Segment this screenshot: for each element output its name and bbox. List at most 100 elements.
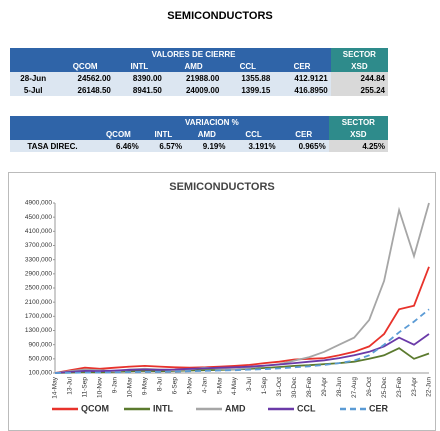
cell: 1355.88: [222, 72, 274, 84]
series-line: [54, 202, 430, 374]
cell: 6.57%: [141, 140, 186, 152]
x-tick-label: 10-Nov: [97, 376, 104, 398]
y-tick-label: 3700,000: [25, 242, 52, 249]
sector-header: SECTOR: [330, 48, 388, 60]
x-tick-label: 9-May: [141, 376, 148, 395]
x-tick-label: 4-Jan: [201, 377, 208, 394]
y-tick-label: 2500,000: [25, 285, 52, 292]
cell: [10, 116, 96, 128]
column-header: XSD: [330, 60, 388, 72]
x-tick-label: 11-Sep: [82, 377, 89, 398]
y-tick-label: 4100,000: [25, 228, 52, 235]
table: VARIACION % SECTOR QCOM INTL AMD CCL CER XSD TAS…: [10, 116, 388, 152]
y-tick-label: 2100,000: [25, 299, 52, 306]
column-header: CER: [278, 128, 329, 140]
cell: 9.19%: [185, 140, 229, 152]
column-header: CER: [273, 60, 331, 72]
cell: 28-Jun: [10, 72, 57, 84]
cell: 26148.50: [56, 84, 114, 96]
header-row: VARIACION % SECTOR: [10, 116, 388, 128]
cell: TASA DIREC.: [10, 140, 96, 152]
y-tick-label: 4500,000: [25, 214, 52, 221]
table: VALORES DE CIERRE SECTOR QCOM INTL AMD CCL CER…: [10, 48, 388, 96]
group-header: VALORES DE CIERRE: [56, 48, 331, 60]
chart-title: SEMICONDUCTORS: [169, 181, 275, 193]
column-header: QCOM: [56, 60, 114, 72]
sector-header: SECTOR: [328, 116, 388, 128]
header-row: QCOM INTL AMD CCL CER XSD: [10, 60, 388, 72]
x-tick-label: 6-Sep: [171, 377, 178, 395]
column-header: QCOM: [95, 128, 142, 140]
column-header: INTL: [141, 128, 186, 140]
y-tick-label: 2900,000: [25, 271, 52, 278]
legend-label: CCL: [297, 403, 316, 413]
cell: 8941.50: [113, 84, 165, 96]
x-tick-label: 27-Aug: [351, 377, 358, 398]
column-header: INTL: [113, 60, 165, 72]
cell: 6.46%: [95, 140, 142, 152]
y-tick-label: 100,000: [29, 370, 53, 377]
series-line: [54, 308, 430, 374]
x-tick-label: 10-Mar: [127, 376, 134, 397]
header-row: VALORES DE CIERRE SECTOR: [10, 48, 388, 60]
row: 28-Jun 24562.00 8390.00 21988.00 1355.88 412.…: [10, 72, 388, 84]
x-tick-label: 14-May: [52, 376, 59, 398]
cell: 24562.00: [56, 72, 114, 84]
x-tick-label: 29-Apr: [321, 376, 328, 396]
x-tick-label: 4-May: [231, 376, 238, 395]
row: 5-Jul 26148.50 8941.50 24009.00 1399.15 416.8…: [10, 84, 388, 96]
cell: 5-Jul: [10, 84, 57, 96]
y-tick-label: 1300,000: [25, 327, 52, 334]
cell: 412.9121: [273, 72, 331, 84]
y-tick-label: 900,000: [29, 341, 53, 348]
x-tick-label: 28-Jun: [336, 377, 343, 397]
series-line: [54, 333, 430, 374]
x-tick-label: 30-Dec: [291, 376, 298, 398]
x-tick-label: 28-Feb: [306, 377, 313, 398]
x-tick-label: 8-Jul: [156, 376, 163, 391]
column-header: XSD: [328, 128, 388, 140]
x-tick-label: 25-Dec: [381, 376, 388, 398]
x-tick-label: 22-Jun: [426, 377, 433, 397]
legend-label: QCOM: [81, 403, 109, 413]
header-row: QCOM INTL AMD CCL CER XSD: [10, 128, 388, 140]
row: TASA DIREC. 6.46% 6.57% 9.19% 3.191% 0.965% 4.…: [10, 140, 388, 152]
page-title: SEMICONDUCTORS: [167, 10, 273, 22]
cell: [10, 60, 57, 72]
x-tick-label: 5-Nov: [186, 376, 193, 394]
x-tick-label: 1-Sep: [261, 377, 268, 395]
cell: 416.8950: [273, 84, 331, 96]
cell: 21988.00: [164, 72, 223, 84]
legend-label: INTL: [153, 403, 173, 413]
cell: [10, 48, 57, 60]
x-tick-label: 9-Jan: [112, 377, 119, 394]
cell: 8390.00: [113, 72, 165, 84]
y-tick-label: 500,000: [29, 356, 53, 363]
series-line: [54, 266, 430, 374]
legend-label: CER: [369, 403, 389, 413]
group-header: VARIACION %: [95, 116, 329, 128]
column-header: CCL: [228, 128, 279, 140]
x-tick-label: 13-Jul: [67, 376, 74, 394]
cell: 3.191%: [228, 140, 279, 152]
cell: [10, 128, 96, 140]
legend-label: AMD: [225, 403, 246, 413]
x-tick-label: 3-Jul: [246, 376, 253, 391]
x-tick-label: 23-Apr: [411, 376, 418, 396]
y-tick-label: 1700,000: [25, 313, 52, 320]
cell: 4.25%: [328, 140, 388, 152]
x-tick-label: 23-Feb: [396, 377, 403, 398]
cell: 1399.15: [222, 84, 274, 96]
y-tick-label: 3300,000: [25, 256, 52, 263]
x-tick-label: 31-Oct: [276, 377, 283, 397]
cell: 255.24: [330, 84, 388, 96]
y-tick-label: 4900,000: [25, 200, 52, 207]
column-header: AMD: [164, 60, 223, 72]
cell: 244.84: [330, 72, 388, 84]
chart-frame: SEMICONDUCTORS 100,000 500,000 900,000 1300…: [8, 172, 436, 431]
column-header: AMD: [185, 128, 229, 140]
x-tick-label: 26-Oct: [366, 377, 373, 397]
chart: SEMICONDUCTORS 100,000 500,000 900,000 1300…: [25, 181, 433, 413]
cell: 0.965%: [278, 140, 329, 152]
